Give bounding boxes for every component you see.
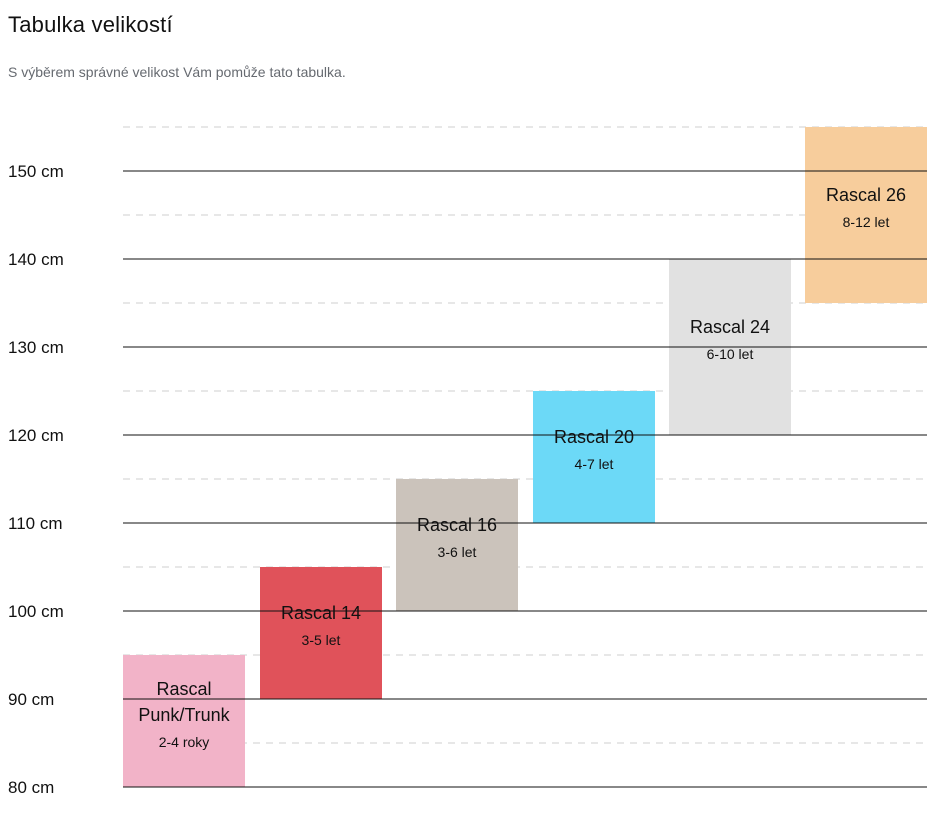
size-bars: Rascal Punk/Trunk 2-4 roky Rascal 14 3-5 let… [123,127,927,787]
bar-rect [260,567,382,699]
bar-age-label: 3-6 let [438,544,477,560]
y-axis-ticks: 80 cm 90 cm 100 cm 110 cm 120 cm 130 cm 140 cm… [8,162,64,797]
bar-age-label: 2-4 roky [159,734,210,750]
bar-age-label: 4-7 let [575,456,614,472]
y-tick-label: 110 cm [8,514,63,533]
size-bar: Rascal Punk/Trunk 2-4 roky [123,655,245,787]
bar-rect [805,127,927,303]
y-tick-label: 150 cm [8,162,64,181]
bar-name-label: Rascal 26 [826,185,906,205]
bar-name-label: Rascal 24 [690,317,770,337]
y-tick-label: 100 cm [8,602,64,621]
bar-name-label: Rascal 14 [281,603,361,623]
bar-name-label: Rascal 20 [554,427,634,447]
bar-name-label: Rascal 16 [417,515,497,535]
bar-age-label: 3-5 let [302,632,341,648]
minor-gridlines [123,126,927,744]
size-bar: Rascal 20 4-7 let [533,391,655,523]
size-bar: Rascal 14 3-5 let [260,567,382,699]
y-tick-label: 80 cm [8,778,54,797]
bar-age-label: 8-12 let [843,214,890,230]
page-title: Tabulka velikostí [8,12,173,37]
y-tick-label: 140 cm [8,250,64,269]
bar-rect [533,391,655,523]
y-tick-label: 130 cm [8,338,64,357]
bar-rect [123,655,245,787]
page-subtitle: S výběrem správné velikost Vám pomůže ta… [8,64,346,80]
bar-name-label: Rascal [156,679,211,699]
size-bar: Rascal 26 8-12 let [805,127,927,303]
bar-name-label: Punk/Trunk [138,705,230,725]
y-tick-label: 120 cm [8,426,64,445]
size-bar: Rascal 16 3-6 let [396,479,518,611]
major-gridlines [123,170,927,788]
bar-age-label: 6-10 let [707,346,754,362]
y-tick-label: 90 cm [8,690,54,709]
bar-rect [396,479,518,611]
